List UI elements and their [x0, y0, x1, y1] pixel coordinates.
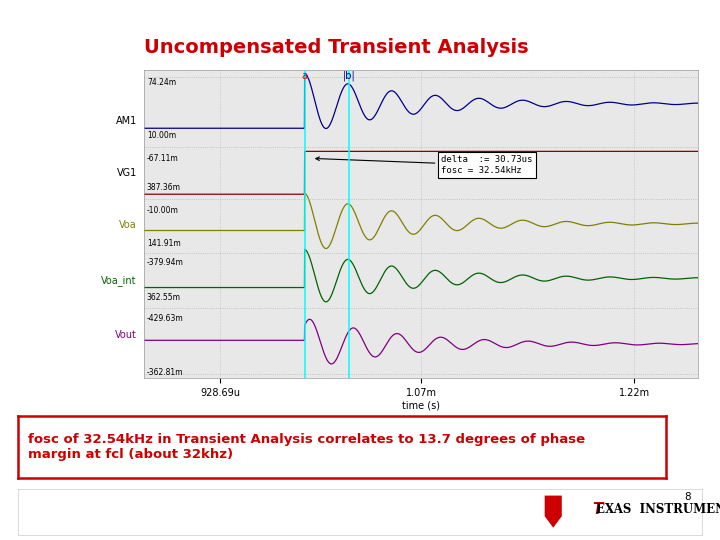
Text: fosc of 32.54kHz in Transient Analysis correlates to 13.7 degrees of phase
margi: fosc of 32.54kHz in Transient Analysis c… [27, 433, 585, 461]
Text: Voa: Voa [119, 220, 137, 230]
Text: T: T [593, 502, 603, 517]
Text: delta  := 30.73us
fosc = 32.54kHz: delta := 30.73us fosc = 32.54kHz [316, 156, 533, 175]
Text: Voa_int: Voa_int [102, 275, 137, 286]
Text: -429.63m: -429.63m [147, 314, 184, 323]
Text: 141.91m: 141.91m [147, 239, 181, 248]
Text: AM1: AM1 [115, 116, 137, 126]
Text: 8: 8 [685, 491, 691, 502]
Text: EXAS  INSTRUMENTS: EXAS INSTRUMENTS [596, 503, 720, 516]
Text: 10.00m: 10.00m [147, 131, 176, 140]
Text: Vout: Vout [115, 330, 137, 340]
Text: 74.24m: 74.24m [147, 78, 176, 87]
Polygon shape [545, 496, 562, 528]
Text: 387.36m: 387.36m [147, 183, 181, 192]
Text: Uncompensated Transient Analysis: Uncompensated Transient Analysis [144, 38, 528, 57]
Text: |b|: |b| [342, 71, 355, 81]
Text: a: a [302, 71, 307, 81]
Text: 362.55m: 362.55m [147, 293, 181, 302]
Text: -379.94m: -379.94m [147, 258, 184, 267]
Text: -67.11m: -67.11m [147, 154, 179, 163]
X-axis label: time (s): time (s) [402, 401, 440, 410]
Text: -10.00m: -10.00m [147, 206, 179, 215]
Text: -362.81m: -362.81m [147, 368, 184, 377]
Text: VG1: VG1 [117, 168, 137, 178]
